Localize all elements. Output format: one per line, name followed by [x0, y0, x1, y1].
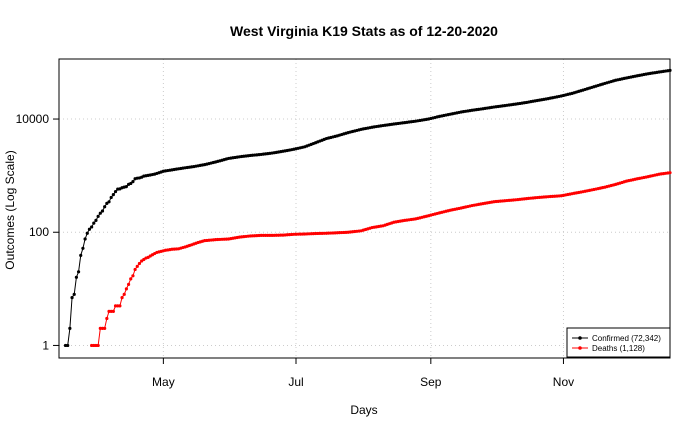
data-point: [74, 275, 78, 279]
grid-lines: [59, 59, 670, 358]
data-point: [103, 326, 107, 330]
data-point: [79, 253, 83, 257]
plot-frame: [58, 58, 671, 359]
y-tick-label: 1: [42, 338, 49, 352]
data-point: [122, 292, 126, 296]
data-point: [109, 195, 113, 200]
data-point: [118, 304, 122, 308]
data-point: [87, 227, 92, 231]
legend-confirmed-label: Confirmed (72,342): [592, 334, 661, 343]
data-point: [81, 246, 85, 250]
data-point: [85, 231, 89, 235]
y-tick-label: 10000: [16, 112, 50, 126]
legend-deaths-label: Deaths (1,128): [592, 344, 645, 353]
data-point: [92, 221, 96, 225]
y-tick-label: 100: [29, 225, 49, 239]
data-point: [70, 296, 74, 300]
y-axis: 1 100 10000: [16, 112, 59, 352]
x-axis: May Jul Sep Nov: [152, 358, 574, 389]
data-point: [137, 261, 142, 266]
data-point: [120, 296, 124, 300]
series-1: [90, 171, 672, 348]
x-tick-label: Sep: [420, 375, 442, 389]
data-point: [111, 193, 115, 197]
data-point: [105, 316, 109, 321]
legend-confirmed-marker: [578, 336, 582, 340]
data-point: [129, 277, 133, 281]
data-point: [96, 343, 100, 348]
data-point: [133, 267, 137, 272]
series-line: [91, 172, 671, 346]
data-point: [66, 343, 70, 348]
data-point: [129, 181, 133, 186]
x-axis-label: Days: [350, 403, 377, 417]
data-point: [124, 185, 129, 189]
y-axis-label: Outcomes (Log Scale): [3, 150, 17, 269]
data-point: [83, 237, 87, 241]
data-point: [131, 179, 135, 184]
series-layer: [63, 68, 672, 348]
data-point: [124, 287, 129, 291]
data-point: [668, 68, 672, 72]
legend: Confirmed (72,342) Deaths (1,128): [566, 327, 671, 358]
data-point: [100, 209, 105, 213]
data-point: [126, 282, 131, 286]
x-tick-label: Jul: [288, 375, 303, 389]
data-point: [107, 200, 111, 204]
series-0: [63, 68, 672, 348]
data-point: [111, 309, 115, 313]
data-point: [113, 189, 118, 194]
chart-title: West Virginia K19 Stats as of 12-20-2020: [230, 23, 498, 39]
data-point: [94, 218, 98, 222]
data-point: [72, 292, 76, 296]
series-line: [65, 69, 671, 346]
data-point: [90, 225, 94, 229]
data-point: [98, 211, 102, 215]
data-point: [96, 214, 100, 218]
x-tick-label: May: [152, 375, 175, 389]
x-tick-label: Nov: [553, 375, 574, 389]
data-point: [135, 264, 139, 268]
data-point: [103, 205, 107, 209]
data-point: [76, 270, 81, 274]
data-point: [68, 326, 72, 330]
legend-box: [566, 327, 671, 358]
data-point: [131, 274, 135, 278]
data-point: [668, 171, 672, 175]
legend-deaths-marker: [578, 346, 582, 350]
